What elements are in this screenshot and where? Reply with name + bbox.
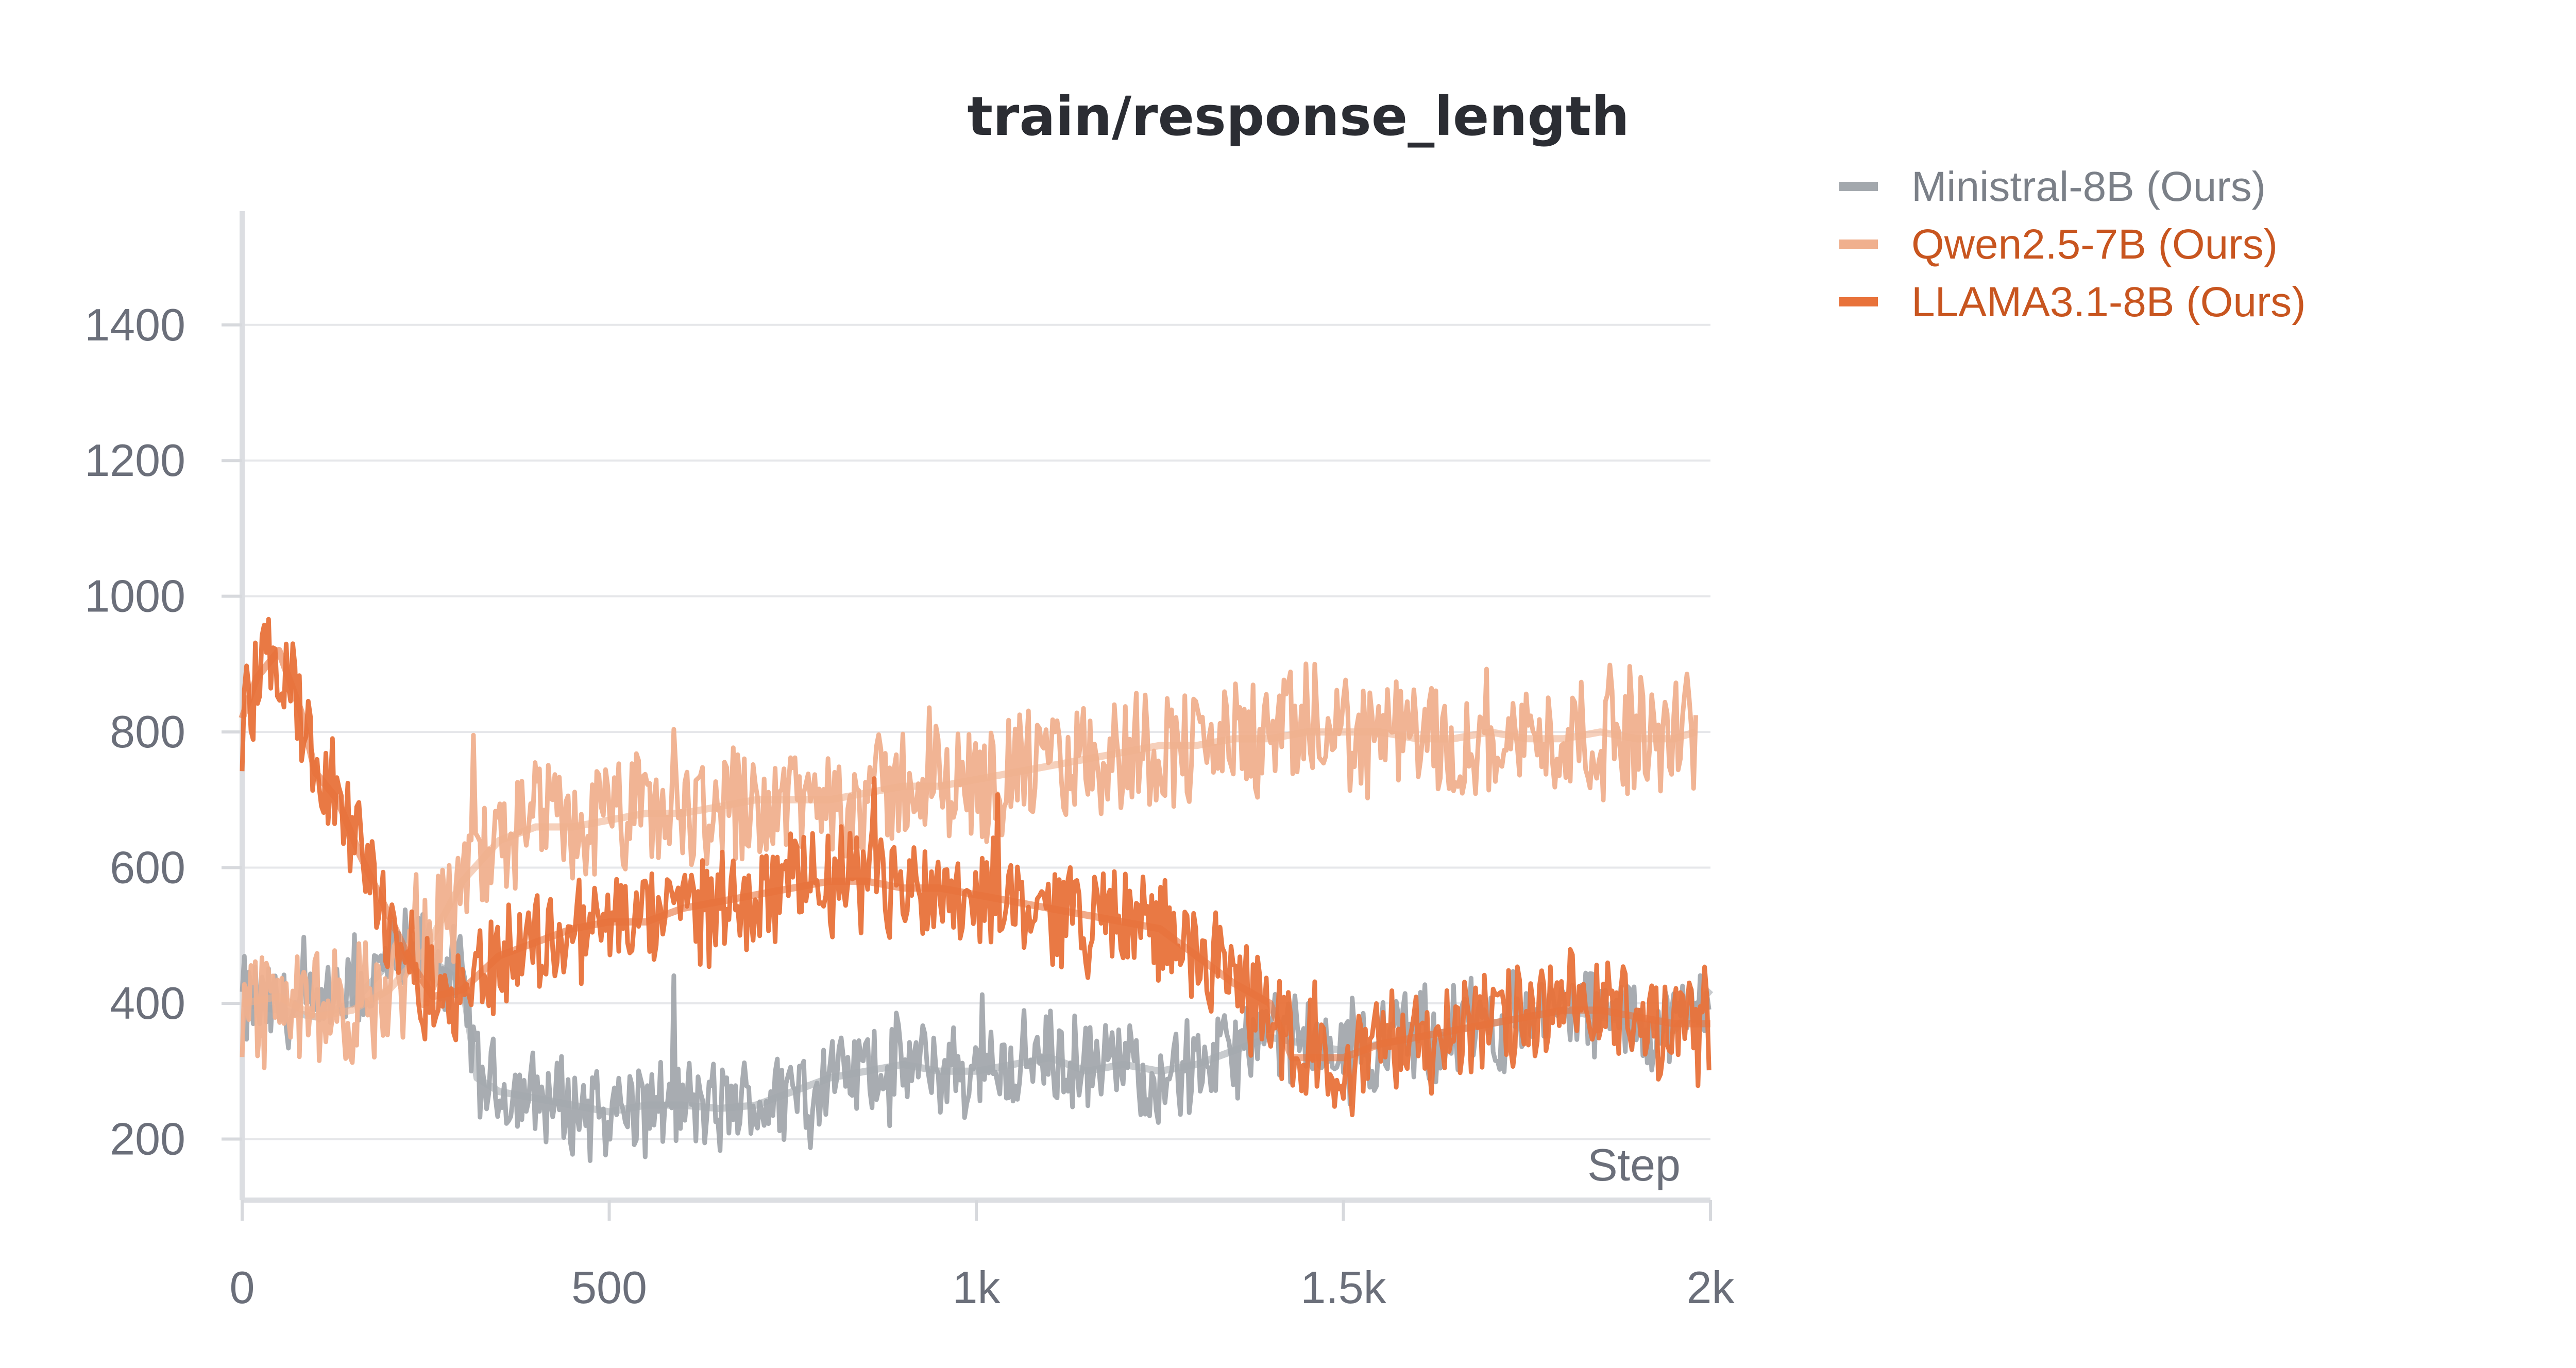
y-tick-label-600: 600 [110, 842, 185, 893]
legend-item-1[interactable]: Qwen2.5-7B (Ours) [1839, 221, 2278, 268]
y-tick-label-800: 800 [110, 706, 185, 757]
y-tick-label-1400: 1400 [84, 299, 185, 350]
x-tick-label-2k: 2k [1687, 1262, 1735, 1313]
legend[interactable]: Ministral-8B (Ours) Qwen2.5-7B (Ours) LLAM… [1839, 163, 2306, 326]
y-tick-label-1200: 1200 [84, 435, 185, 486]
y-tick-label-1000: 1000 [84, 571, 185, 622]
series-trend-1 [241, 728, 1697, 1021]
x-tick-label-1.5k: 1.5k [1300, 1262, 1386, 1313]
chart-title: train/response_length [967, 85, 1629, 148]
series-line-1 [240, 661, 1698, 1070]
x-tick-label-1k: 1k [953, 1262, 1001, 1313]
y-tick-label-400: 400 [110, 978, 185, 1029]
y-axis-ticks: 200 400 600 800 1000 1200 1400 [84, 299, 242, 1164]
legend-label-2: LLAMA3.1-8B (Ours) [1911, 279, 2306, 326]
series-line-2 [240, 617, 1711, 1118]
series-lines [239, 617, 1714, 1163]
legend-item-0[interactable]: Ministral-8B (Ours) [1839, 163, 2266, 210]
x-tick-label-500: 500 [571, 1262, 647, 1313]
x-axis-label: Step [1587, 1139, 1681, 1190]
x-tick-label-0: 0 [230, 1262, 255, 1313]
series-trend-2 [239, 647, 1710, 1062]
y-tick-label-200: 200 [110, 1113, 185, 1164]
legend-label-1: Qwen2.5-7B (Ours) [1911, 221, 2278, 268]
legend-item-2[interactable]: LLAMA3.1-8B (Ours) [1839, 279, 2306, 326]
x-axis-ticks: 0 500 1k 1.5k 2k [230, 1200, 1735, 1313]
legend-label-0: Ministral-8B (Ours) [1911, 163, 2266, 210]
